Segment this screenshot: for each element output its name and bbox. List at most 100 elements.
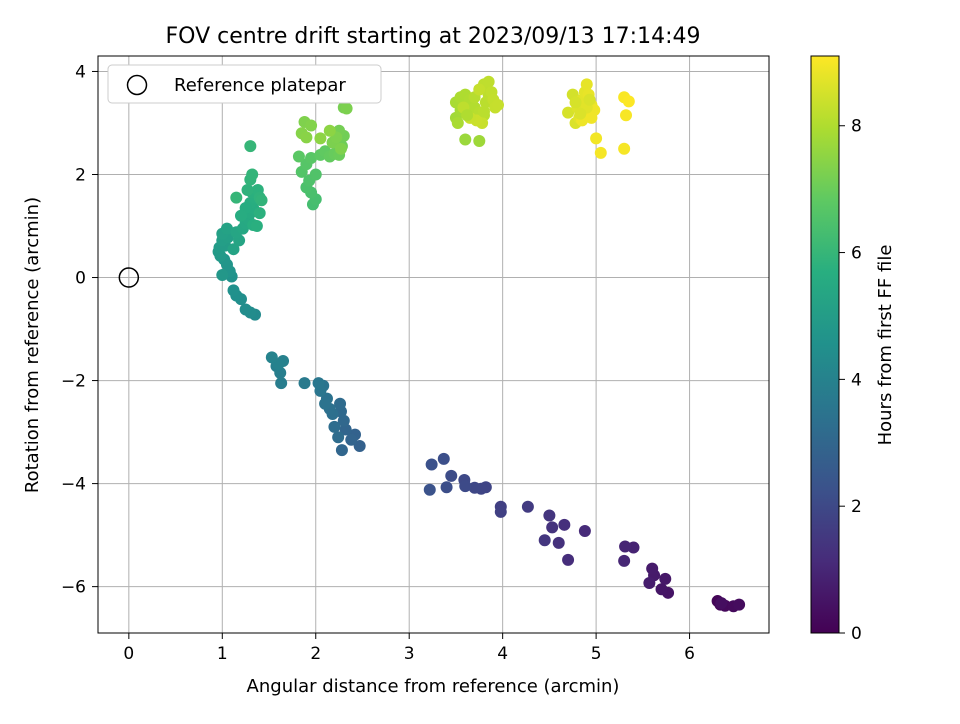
grid-lines bbox=[98, 56, 769, 633]
data-point bbox=[468, 481, 481, 494]
data-point bbox=[482, 75, 495, 88]
plot-frame bbox=[97, 55, 770, 634]
y-tick-label: −4 bbox=[61, 475, 86, 495]
y-ticks: −6 −4 −2 0 2 4 bbox=[61, 62, 98, 598]
data-point bbox=[643, 577, 656, 590]
data-point bbox=[494, 505, 507, 518]
data-point bbox=[622, 95, 635, 108]
y-tick-label: −2 bbox=[61, 372, 86, 392]
data-point bbox=[227, 284, 240, 297]
data-point bbox=[332, 431, 345, 444]
colorbar-tick-label: 4 bbox=[851, 370, 862, 390]
data-point bbox=[312, 377, 325, 390]
data-point bbox=[594, 146, 607, 159]
data-point bbox=[437, 452, 450, 465]
data-point bbox=[574, 107, 587, 120]
data-point bbox=[655, 583, 668, 596]
data-point bbox=[538, 534, 551, 547]
legend: Reference platepar bbox=[107, 64, 382, 104]
data-point bbox=[216, 268, 229, 281]
data-point bbox=[292, 150, 305, 163]
data-point bbox=[319, 397, 332, 410]
data-point bbox=[562, 106, 575, 119]
data-point bbox=[459, 133, 472, 146]
data-point bbox=[620, 109, 633, 122]
data-point bbox=[451, 116, 464, 129]
data-point bbox=[546, 521, 559, 534]
data-point bbox=[334, 142, 347, 155]
data-point bbox=[659, 572, 672, 585]
data-point bbox=[585, 111, 598, 124]
data-point bbox=[328, 420, 341, 433]
data-point bbox=[340, 102, 353, 115]
data-point bbox=[323, 124, 336, 137]
y-tick-label: −6 bbox=[61, 578, 86, 598]
colorbar-tick-label: 0 bbox=[851, 624, 862, 644]
data-point bbox=[578, 524, 591, 537]
data-point bbox=[305, 152, 318, 165]
x-axis-label: Angular distance from reference (arcmin) bbox=[247, 676, 620, 697]
y-axis-label: Rotation from reference (arcmin) bbox=[22, 197, 43, 493]
data-point bbox=[440, 481, 453, 494]
data-point bbox=[543, 509, 556, 522]
data-point bbox=[461, 109, 474, 122]
chart-title: FOV centre drift starting at 2023/09/13 … bbox=[166, 24, 701, 49]
y-tick-label: 4 bbox=[75, 62, 86, 82]
data-point bbox=[733, 598, 746, 611]
legend-marker-icon bbox=[126, 74, 148, 96]
data-points bbox=[212, 75, 746, 613]
colorbar-ticks: 0 2 4 6 8 bbox=[839, 117, 862, 644]
data-point bbox=[265, 351, 278, 364]
data-point bbox=[583, 93, 596, 106]
data-point bbox=[239, 303, 252, 316]
reference-point bbox=[118, 267, 140, 288]
data-point bbox=[255, 194, 268, 207]
data-point bbox=[715, 597, 728, 610]
colorbar: 0 2 4 6 8 Hours from first FF file bbox=[810, 55, 896, 644]
data-point bbox=[477, 105, 490, 118]
data-point bbox=[552, 536, 565, 549]
data-point bbox=[309, 168, 322, 181]
data-point bbox=[618, 142, 631, 155]
data-point bbox=[459, 480, 472, 493]
colorbar-label: Hours from first FF file bbox=[875, 245, 896, 446]
y-tick-label: 2 bbox=[75, 165, 86, 185]
data-point bbox=[244, 140, 257, 153]
y-tick-label: 0 bbox=[75, 269, 86, 289]
data-point bbox=[590, 132, 603, 145]
data-point bbox=[353, 439, 366, 452]
data-point bbox=[275, 377, 288, 390]
data-point bbox=[423, 483, 436, 496]
data-point bbox=[619, 540, 632, 553]
data-point bbox=[234, 209, 247, 222]
colorbar-tick-label: 6 bbox=[851, 244, 862, 264]
data-point bbox=[220, 222, 233, 235]
data-point bbox=[521, 500, 534, 513]
data-point bbox=[298, 377, 311, 390]
data-point bbox=[227, 243, 240, 256]
legend-entry-reference: Reference platepar bbox=[174, 75, 346, 96]
data-point bbox=[562, 553, 575, 566]
data-point bbox=[491, 98, 504, 111]
x-tick-label: 6 bbox=[684, 644, 695, 664]
data-point bbox=[569, 96, 582, 109]
data-point bbox=[646, 562, 659, 575]
x-tick-label: 5 bbox=[591, 644, 602, 664]
data-point bbox=[314, 132, 327, 145]
data-point bbox=[580, 78, 593, 91]
colorbar-tick-label: 8 bbox=[851, 117, 862, 137]
data-point bbox=[230, 191, 243, 204]
data-point bbox=[335, 444, 348, 457]
data-point bbox=[473, 83, 486, 96]
reference-platepar-marker bbox=[118, 267, 140, 288]
data-point bbox=[345, 433, 358, 446]
data-point bbox=[425, 458, 438, 471]
x-tick-label: 4 bbox=[497, 644, 508, 664]
colorbar-gradient bbox=[810, 55, 840, 634]
x-ticks: 0 1 2 3 4 5 6 bbox=[123, 633, 695, 664]
data-point bbox=[241, 183, 254, 196]
x-tick-label: 0 bbox=[123, 644, 134, 664]
data-point bbox=[618, 554, 631, 567]
